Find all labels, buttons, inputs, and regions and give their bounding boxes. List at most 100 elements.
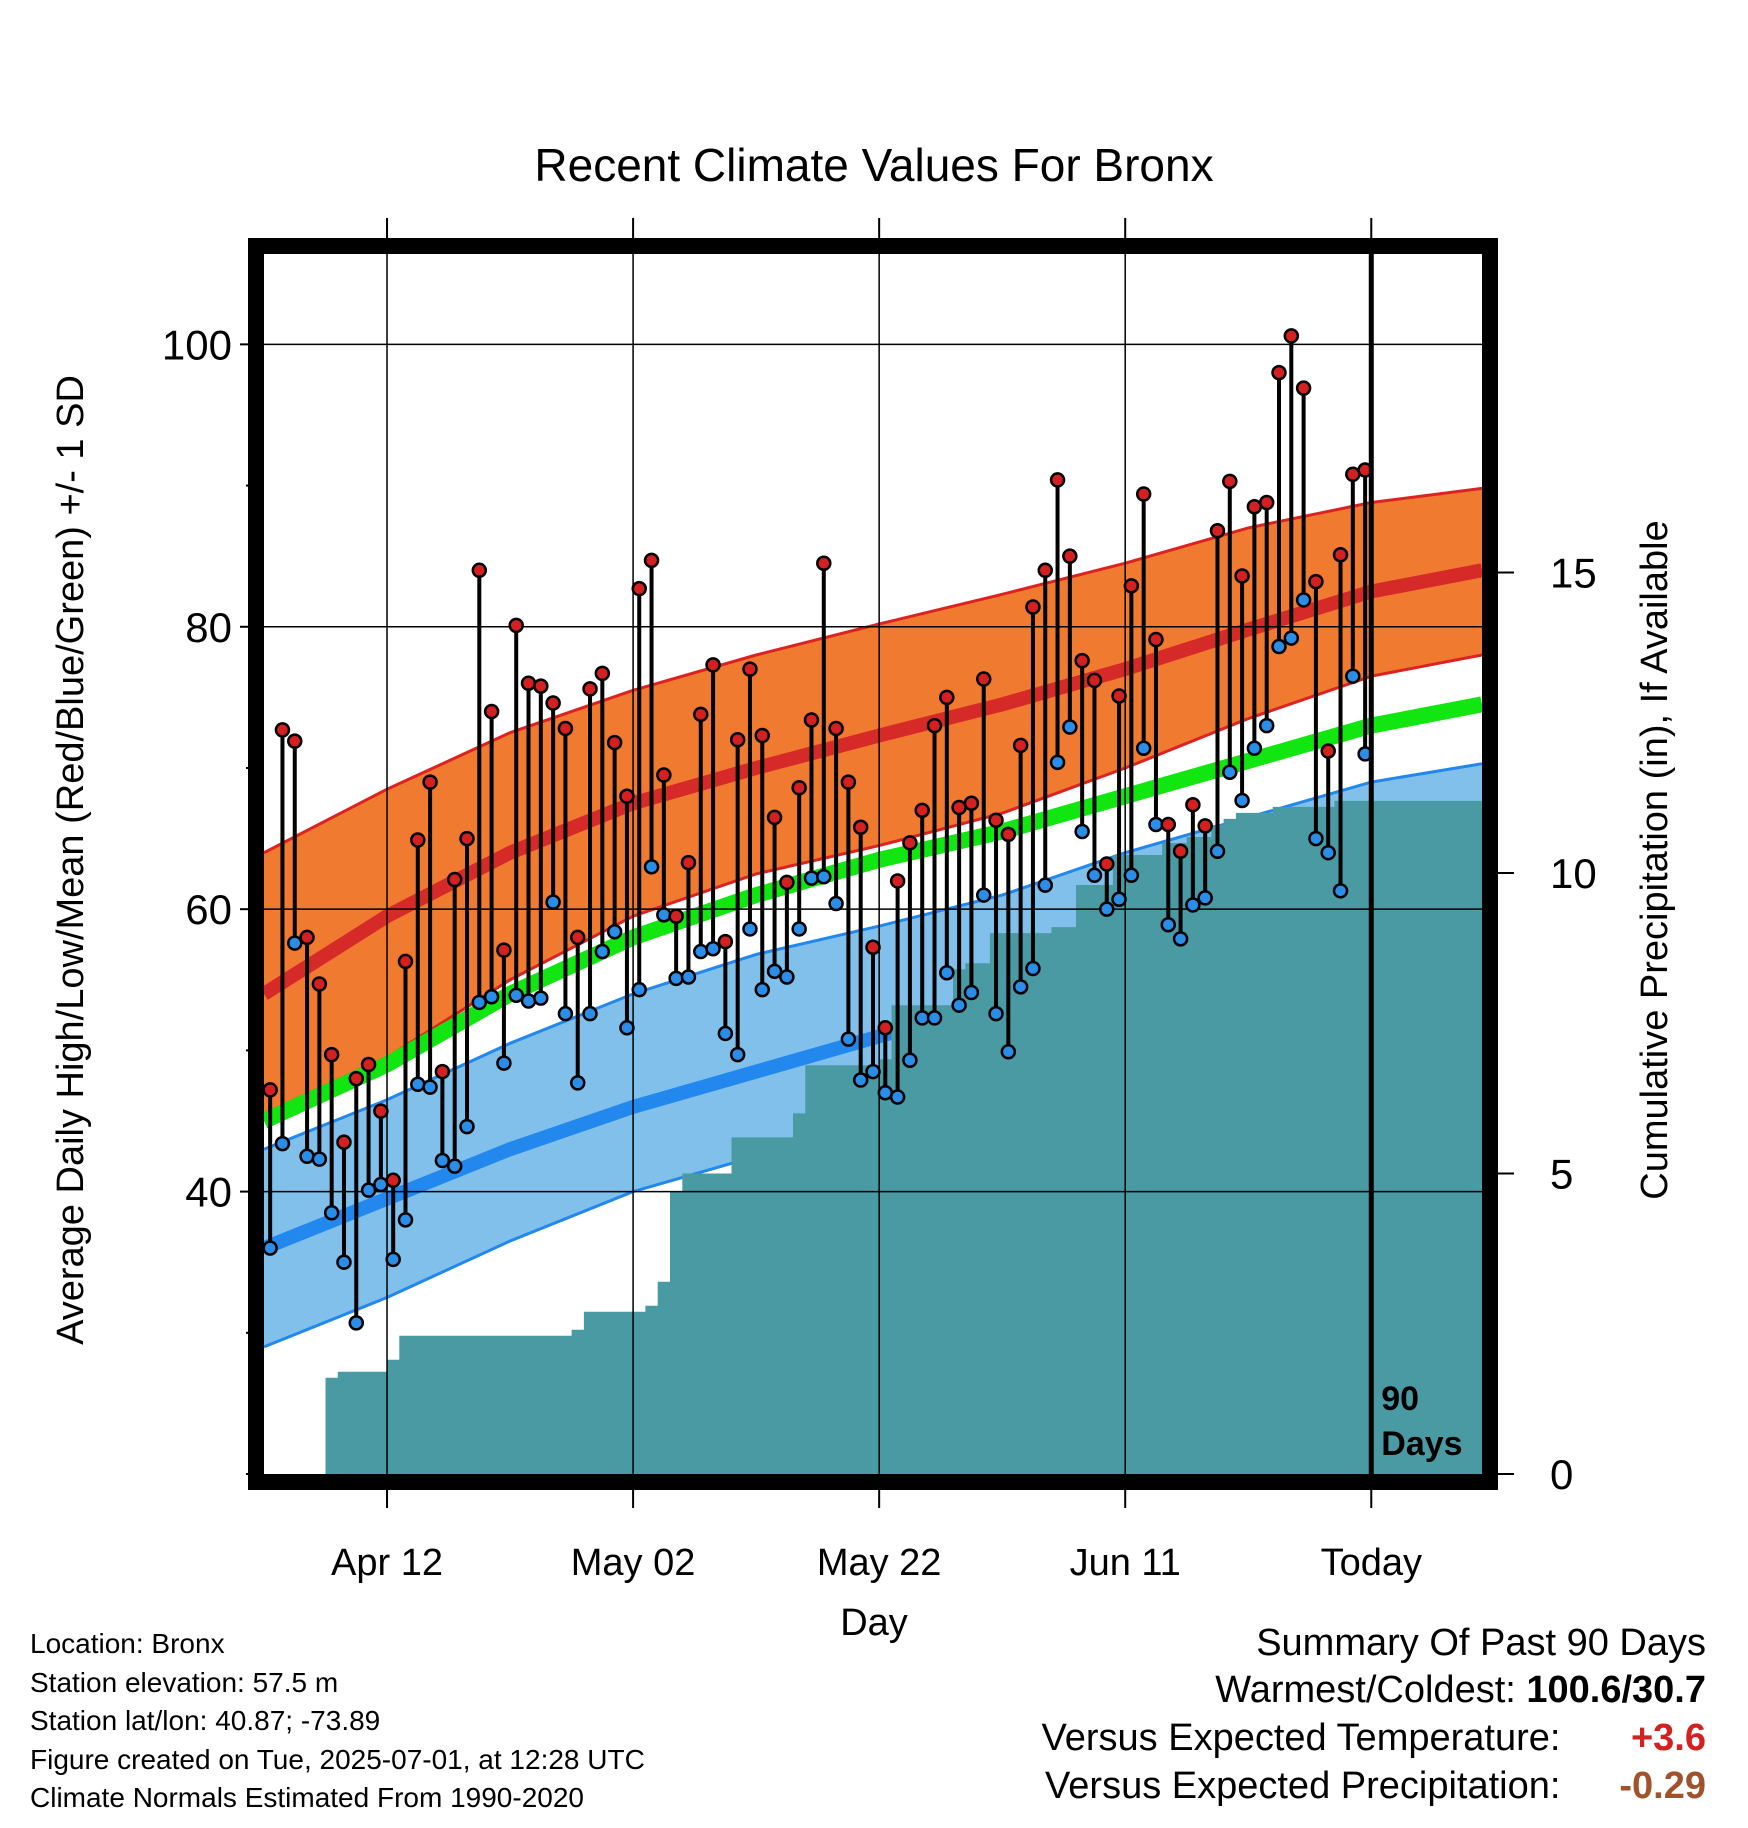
daily-low-point	[1258, 717, 1275, 734]
daily-high-point	[1320, 743, 1336, 759]
high-sd-band	[264, 488, 1482, 1114]
daily-low-point	[520, 993, 537, 1009]
daily-high-point	[889, 873, 906, 889]
daily-high-point	[287, 733, 303, 749]
daily-low-point	[680, 969, 697, 985]
precipitation-anomaly-row: Versus Expected Precipitation: -0.29	[1042, 1762, 1706, 1810]
daily-high-point	[619, 788, 635, 804]
daily-high-point	[766, 809, 783, 826]
daily-high-point	[1037, 562, 1053, 579]
daily-high-point	[1295, 380, 1312, 396]
daily-high-point	[1172, 843, 1189, 860]
daily-low-point	[483, 988, 500, 1005]
daily-high-point	[705, 657, 721, 673]
daily-high-point	[483, 703, 500, 720]
daily-high-point	[1246, 499, 1263, 515]
daily-high-point	[1160, 816, 1177, 833]
daily-high-point	[1148, 631, 1164, 648]
daily-high-point	[668, 908, 684, 924]
daily-low-point	[1135, 740, 1152, 756]
daily-high-point	[939, 689, 955, 706]
today-days-number: 90	[1381, 1380, 1419, 1418]
daily-high-point	[1258, 494, 1275, 511]
y-tick-label-60: 60	[185, 886, 232, 933]
daily-high-point	[1345, 466, 1361, 483]
daily-low-point	[729, 1046, 746, 1063]
precipitation-area-layer	[264, 800, 1482, 1474]
daily-high-point	[373, 1103, 389, 1119]
daily-high-point	[680, 854, 697, 871]
daily-low-point	[1345, 668, 1361, 684]
summary-heading: Summary Of Past 90 Days	[1256, 1622, 1706, 1664]
elevation-line: Station elevation: 57.5 m	[30, 1666, 339, 1698]
daily-low-point	[446, 1158, 463, 1174]
daily-high-point	[422, 774, 438, 790]
daily-low-point	[631, 981, 647, 998]
daily-high-point	[606, 734, 623, 751]
daily-low-point	[1185, 897, 1201, 913]
daily-low-point	[1111, 891, 1127, 908]
daily-low-point	[1308, 830, 1324, 847]
daily-low-point	[606, 924, 623, 940]
daily-low-point	[852, 1072, 869, 1088]
daily-high-point	[594, 665, 611, 682]
daily-high-point	[311, 976, 328, 992]
daily-low-point	[1037, 877, 1053, 893]
daily-high-point	[1197, 818, 1213, 834]
daily-high-point	[693, 706, 709, 723]
warmest-coldest-row: Warmest/Coldest: 100.6/30.7	[1042, 1666, 1706, 1714]
normals-line: Climate Normals Estimated From 1990-2020	[30, 1782, 584, 1813]
daily-high-point	[262, 1082, 278, 1098]
daily-high-point	[1086, 672, 1103, 689]
temperature-anomaly-value: +3.6	[1630, 1717, 1706, 1759]
daily-high-point	[643, 552, 660, 569]
daily-low-point	[939, 964, 955, 981]
daily-low-point	[311, 1151, 328, 1167]
daily-high-point	[360, 1056, 377, 1073]
daily-low-point	[914, 1010, 930, 1026]
daily-high-point	[729, 731, 746, 748]
daily-low-point	[1271, 638, 1287, 655]
daily-low-point	[323, 1205, 340, 1221]
daily-high-point	[975, 671, 992, 687]
warmest-coldest-value: 100.6/30.7	[1526, 1669, 1706, 1711]
daily-high-point	[1234, 568, 1250, 584]
daily-low-point	[397, 1212, 414, 1228]
daily-low-point	[459, 1118, 475, 1135]
x-tick-label-jun-11: Jun 11	[1070, 1542, 1181, 1584]
x-axis-label: Day	[840, 1602, 908, 1644]
x-tick-label-apr-12: Apr 12	[331, 1542, 443, 1584]
daily-high-point	[446, 871, 463, 888]
daily-high-point	[1271, 364, 1287, 381]
daily-high-point	[1332, 547, 1349, 563]
station-info: Location: Bronx Station elevation: 57.5 …	[30, 1625, 645, 1818]
daily-high-point	[1222, 473, 1238, 490]
x-tick-label-may-22: May 22	[817, 1542, 942, 1584]
daily-low-point	[1000, 1044, 1017, 1060]
y2-axis-label: Cumulative Precipitation (in), If Availa…	[1634, 520, 1676, 1199]
daily-low-point	[1332, 883, 1349, 899]
daily-high-point	[791, 780, 807, 796]
daily-low-point	[816, 868, 832, 885]
daily-high-point	[902, 835, 918, 851]
daily-low-point	[951, 997, 967, 1013]
daily-high-point	[926, 717, 943, 734]
temperature-anomaly-row: Versus Expected Temperature: +3.6	[1042, 1714, 1706, 1762]
daily-high-point	[410, 832, 426, 848]
daily-low-point	[410, 1076, 426, 1093]
daily-low-point	[1222, 764, 1238, 780]
daily-low-point	[434, 1152, 451, 1169]
daily-high-point	[951, 799, 967, 816]
daily-low-point	[803, 870, 820, 886]
daily-low-point	[1295, 592, 1312, 608]
daily-low-point	[1246, 740, 1263, 756]
daily-high-point	[1025, 599, 1041, 615]
y2-tick-label-5: 5	[1550, 1151, 1573, 1198]
daily-high-point	[852, 819, 869, 836]
daily-low-point	[348, 1315, 365, 1331]
daily-low-point	[1197, 890, 1213, 906]
daily-low-point	[1086, 867, 1103, 884]
daily-low-point	[582, 1005, 598, 1022]
daily-high-point	[520, 675, 537, 692]
daily-high-point	[299, 929, 315, 946]
